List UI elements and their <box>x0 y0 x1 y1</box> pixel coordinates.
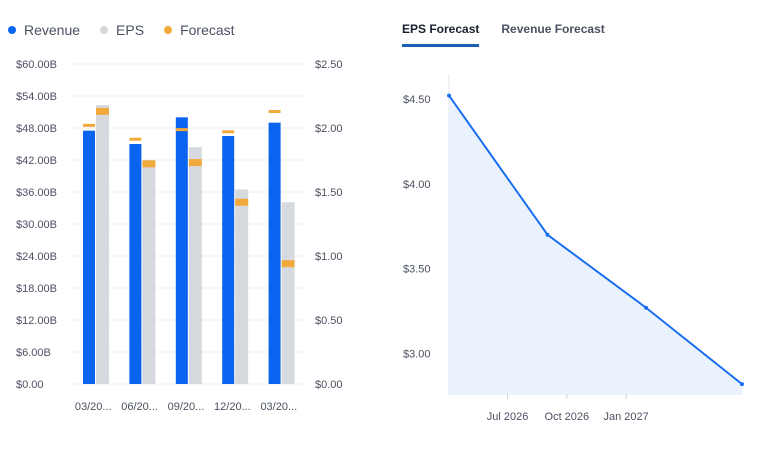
legend-label-eps: EPS <box>116 22 145 38</box>
x-axis-tick-label: 03/20... <box>260 401 297 413</box>
revenue-forecast-marker <box>175 128 188 132</box>
eps-forecast-marker <box>235 198 249 206</box>
right-axis-tick-label: $1.50 <box>315 187 343 199</box>
legend-label-forecast: Forecast <box>180 22 235 38</box>
eps-forecast-point <box>644 305 649 310</box>
right-axis-tick-label: $0.00 <box>315 379 343 391</box>
y-axis-tick-label: $3.50 <box>403 264 431 276</box>
left-axis-tick-label: $18.00B <box>16 283 57 295</box>
eps-forecast-marker <box>188 159 202 167</box>
right-axis-tick-label: $2.00 <box>315 123 343 135</box>
eps-bar <box>235 189 249 384</box>
left-axis-tick-label: $42.00B <box>16 155 57 167</box>
revenue-forecast-marker <box>222 130 235 134</box>
revenue-bar <box>129 144 142 384</box>
tab-revenue-forecast[interactable]: Revenue Forecast <box>501 22 605 36</box>
revenue-bar <box>222 136 235 384</box>
eps-bar <box>142 160 156 384</box>
left-axis-tick-label: $0.00 <box>16 379 44 391</box>
left-axis-tick-label: $6.00B <box>16 347 51 359</box>
revenue-forecast-marker <box>83 123 95 127</box>
revenue-forecast-marker <box>268 110 281 113</box>
tab-eps-forecast[interactable]: EPS Forecast <box>402 22 480 47</box>
left-axis-tick-label: $12.00B <box>16 315 57 327</box>
x-axis-tick-label: Oct 2026 <box>545 411 590 423</box>
left-axis-tick-label: $60.00B <box>16 59 57 71</box>
eps-forecast-marker <box>142 160 156 168</box>
legend-item-forecast[interactable]: Forecast <box>164 22 235 38</box>
right-axis-tick-label: $0.50 <box>315 315 343 327</box>
eps-forecast-marker <box>96 107 109 115</box>
x-axis-tick-label: 09/20... <box>168 401 205 413</box>
x-axis-tick-label: 03/20... <box>75 401 112 413</box>
x-axis-tick-label: 12/20... <box>214 401 251 413</box>
eps-forecast-area <box>449 95 742 395</box>
eps-forecast-line <box>448 95 743 385</box>
right-axis-tick-label: $1.00 <box>315 251 343 263</box>
x-axis-tick-label: Jul 2026 <box>487 411 529 423</box>
left-axis-tick-label: $24.00B <box>16 251 57 263</box>
eps-forecast-marker <box>281 260 295 268</box>
eps-forecast-point <box>447 93 451 98</box>
revenue-bar <box>83 130 95 384</box>
eps-bar <box>188 147 202 384</box>
left-axis-tick-label: $36.00B <box>16 187 57 199</box>
left-axis-tick-label: $30.00B <box>16 219 57 231</box>
eps-forecast-point <box>740 382 744 387</box>
x-axis-tick-label: 06/20... <box>121 401 158 413</box>
revenue-bar <box>268 122 281 385</box>
legend-dot-forecast <box>164 26 173 34</box>
legend-item-eps[interactable]: EPS <box>100 22 144 38</box>
left-axis-tick-label: $54.00B <box>16 91 57 103</box>
right-axis-tick-label: $2.50 <box>315 59 343 71</box>
legend-dot-revenue <box>8 26 16 34</box>
revenue-forecast-marker <box>129 137 142 141</box>
eps-forecast-point <box>545 232 550 237</box>
legend-dot-eps <box>100 26 109 34</box>
eps-bar <box>96 104 109 385</box>
eps-bar <box>281 202 295 384</box>
revenue-bar <box>175 117 188 384</box>
y-axis-tick-label: $4.00 <box>403 179 431 191</box>
legend-label-revenue: Revenue <box>24 22 81 38</box>
legend-item-revenue[interactable]: Revenue <box>8 22 80 38</box>
left-axis-tick-label: $48.00B <box>16 123 57 135</box>
forecast-tabs: EPS Forecast Revenue Forecast <box>402 22 605 47</box>
y-axis-tick-label: $3.00 <box>403 349 431 361</box>
chart-legend: Revenue EPS Forecast <box>8 22 235 38</box>
y-axis-tick-label: $4.50 <box>403 94 431 106</box>
x-axis-tick-label: Jan 2027 <box>603 411 648 423</box>
